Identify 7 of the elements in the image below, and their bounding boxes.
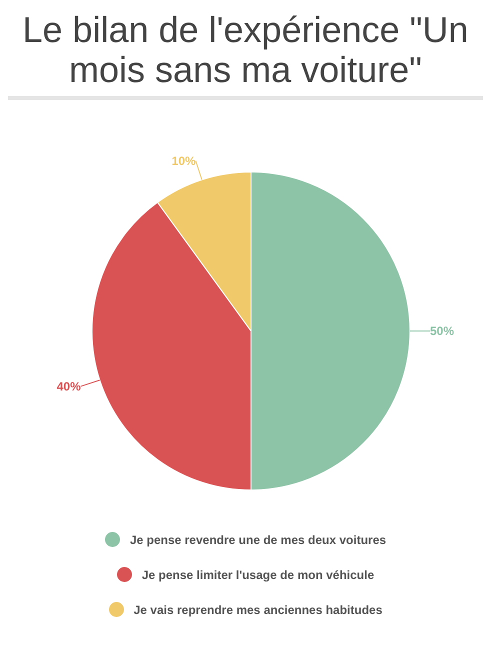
legend-label: Je pense limiter l'usage de mon véhicule	[142, 568, 374, 582]
legend-label: Je pense revendre une de mes deux voitures	[130, 532, 386, 546]
legend-label: Je vais reprendre mes anciennes habitudes	[134, 602, 382, 616]
data-label: 40%	[56, 379, 82, 394]
data-label: 10%	[172, 154, 196, 168]
data-label: 50%	[430, 324, 454, 338]
chart-title: Le bilan de l'expérience "Un mois sans ma voiture"	[22, 8, 470, 90]
